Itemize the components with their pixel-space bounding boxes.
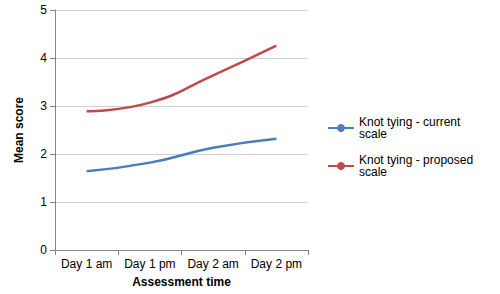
svg-text:Day 2 am: Day 2 am: [187, 257, 238, 271]
svg-text:Mean score: Mean score: [12, 97, 26, 163]
svg-text:5: 5: [40, 3, 47, 17]
svg-text:scale: scale: [359, 165, 387, 179]
svg-text:3: 3: [40, 99, 47, 113]
svg-text:scale: scale: [359, 127, 387, 141]
svg-text:1: 1: [40, 195, 47, 209]
svg-text:2: 2: [40, 147, 47, 161]
svg-text:Knot tying - proposed: Knot tying - proposed: [359, 153, 477, 167]
svg-text:Day 1 am: Day 1 am: [61, 257, 112, 271]
svg-text:Assessment time: Assessment time: [132, 275, 231, 289]
svg-text:Knot tying - current: Knot tying - current: [359, 115, 464, 129]
svg-text:Day 1 pm: Day 1 pm: [124, 257, 175, 271]
svg-text:4: 4: [40, 51, 47, 65]
svg-text:0: 0: [40, 243, 47, 257]
svg-text:Day 2 pm: Day 2 pm: [251, 257, 302, 271]
